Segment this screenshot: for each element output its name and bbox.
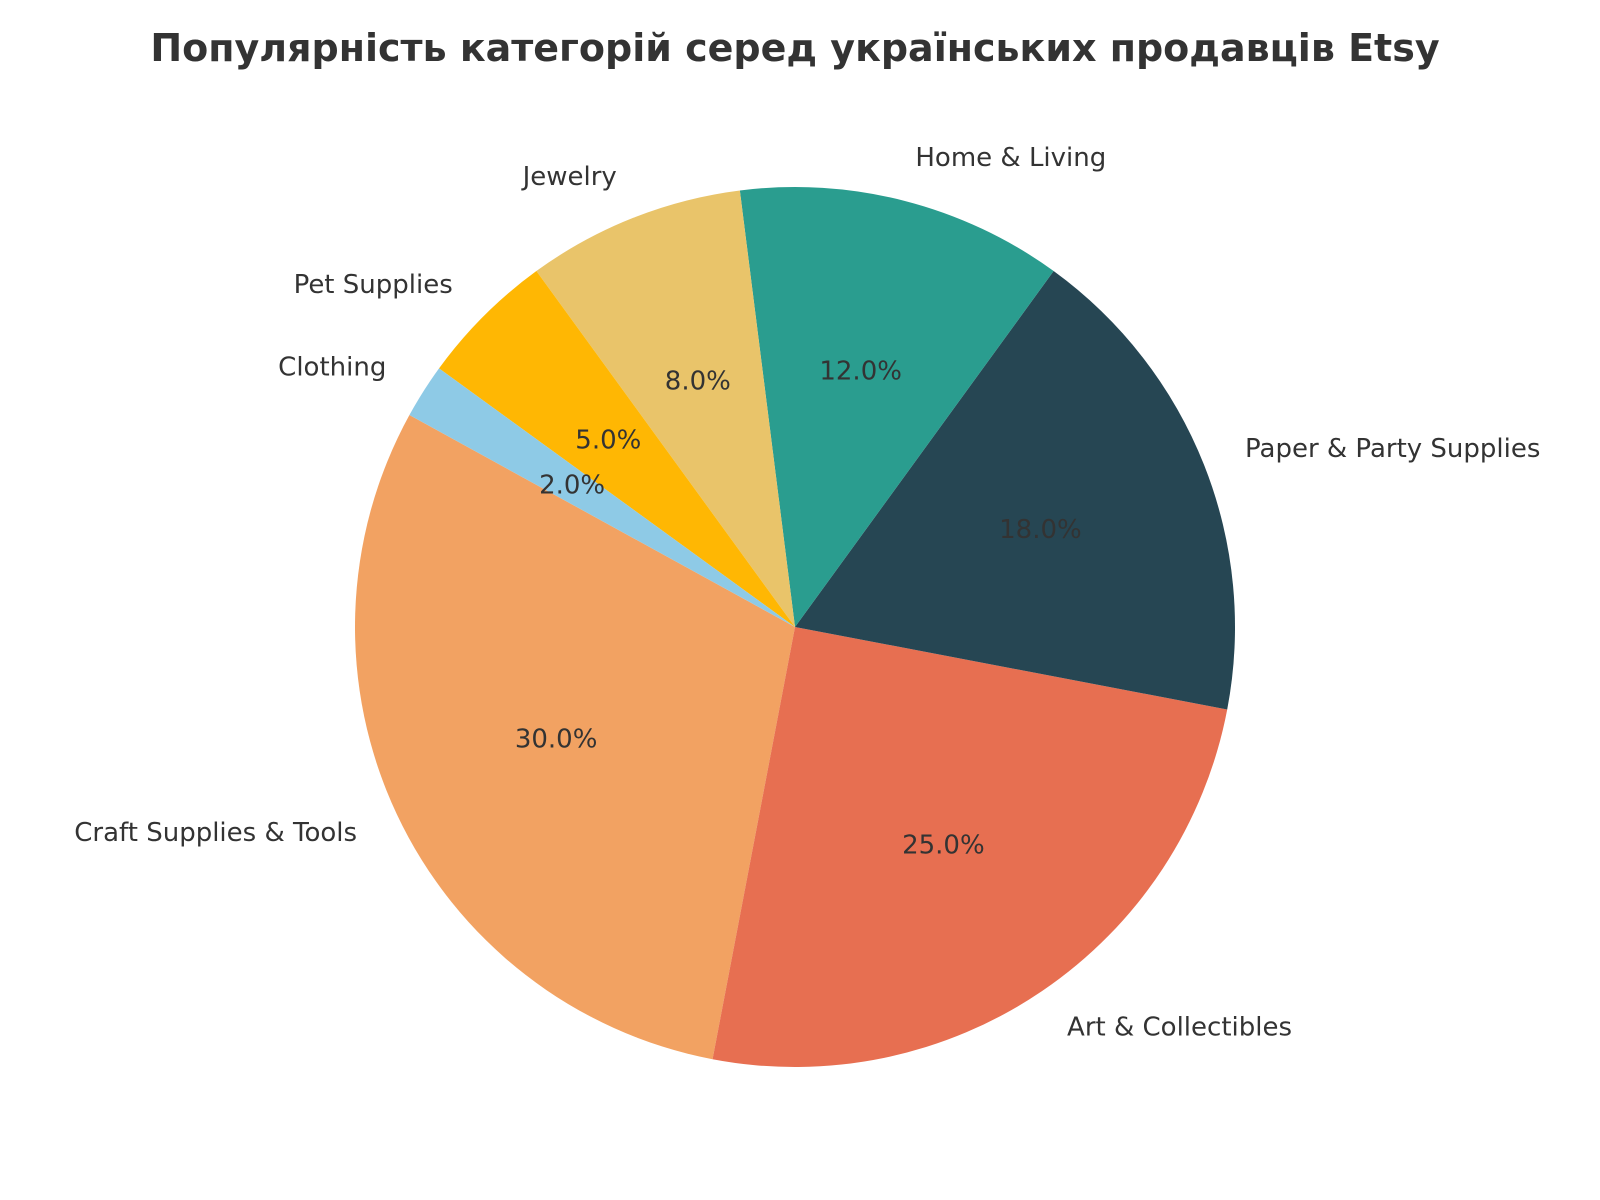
pct-label-clothing: 2.0%	[539, 471, 605, 501]
slice-label-home-and-living: Home & Living	[915, 143, 1106, 173]
pie-slices	[355, 186, 1236, 1068]
pct-label-jewelry: 8.0%	[665, 367, 731, 397]
pct-label-pet-supplies: 5.0%	[575, 425, 641, 455]
pct-label-home-and-living: 12.0%	[819, 356, 902, 386]
pie-slice-clothing	[409, 368, 795, 627]
slice-label-clothing: Clothing	[278, 353, 386, 383]
pct-label-paper-and-party-supplies: 18.0%	[999, 515, 1082, 545]
pie-slice-craft-supplies-and-tools	[355, 415, 795, 1060]
chart-title: Популярність категорій серед українських…	[150, 26, 1439, 70]
pie-slice-jewelry	[536, 190, 795, 627]
slice-label-art-and-collectibles: Art & Collectibles	[1067, 1012, 1292, 1042]
percentage-labels: 30.0% 25.0% 18.0% 12.0% 8.0% 5.0% 2.0%	[515, 356, 1082, 860]
category-labels: Craft Supplies & Tools Art & Collectibles…	[74, 143, 1540, 1042]
slice-label-jewelry: Jewelry	[521, 162, 617, 192]
pct-label-craft-supplies-and-tools: 30.0%	[515, 724, 598, 754]
pie-slice-pet-supplies	[439, 271, 795, 627]
slice-label-paper-and-party-supplies: Paper & Party Supplies	[1245, 434, 1540, 464]
pct-label-art-and-collectibles: 25.0%	[902, 830, 985, 860]
slice-label-pet-supplies: Pet Supplies	[294, 270, 453, 300]
pie-slice-paper-and-party-supplies	[795, 271, 1236, 710]
slice-label-craft-supplies-and-tools: Craft Supplies & Tools	[74, 818, 357, 848]
pie-slice-art-and-collectibles	[712, 627, 1228, 1068]
pie-slice-home-and-living	[739, 186, 1054, 627]
